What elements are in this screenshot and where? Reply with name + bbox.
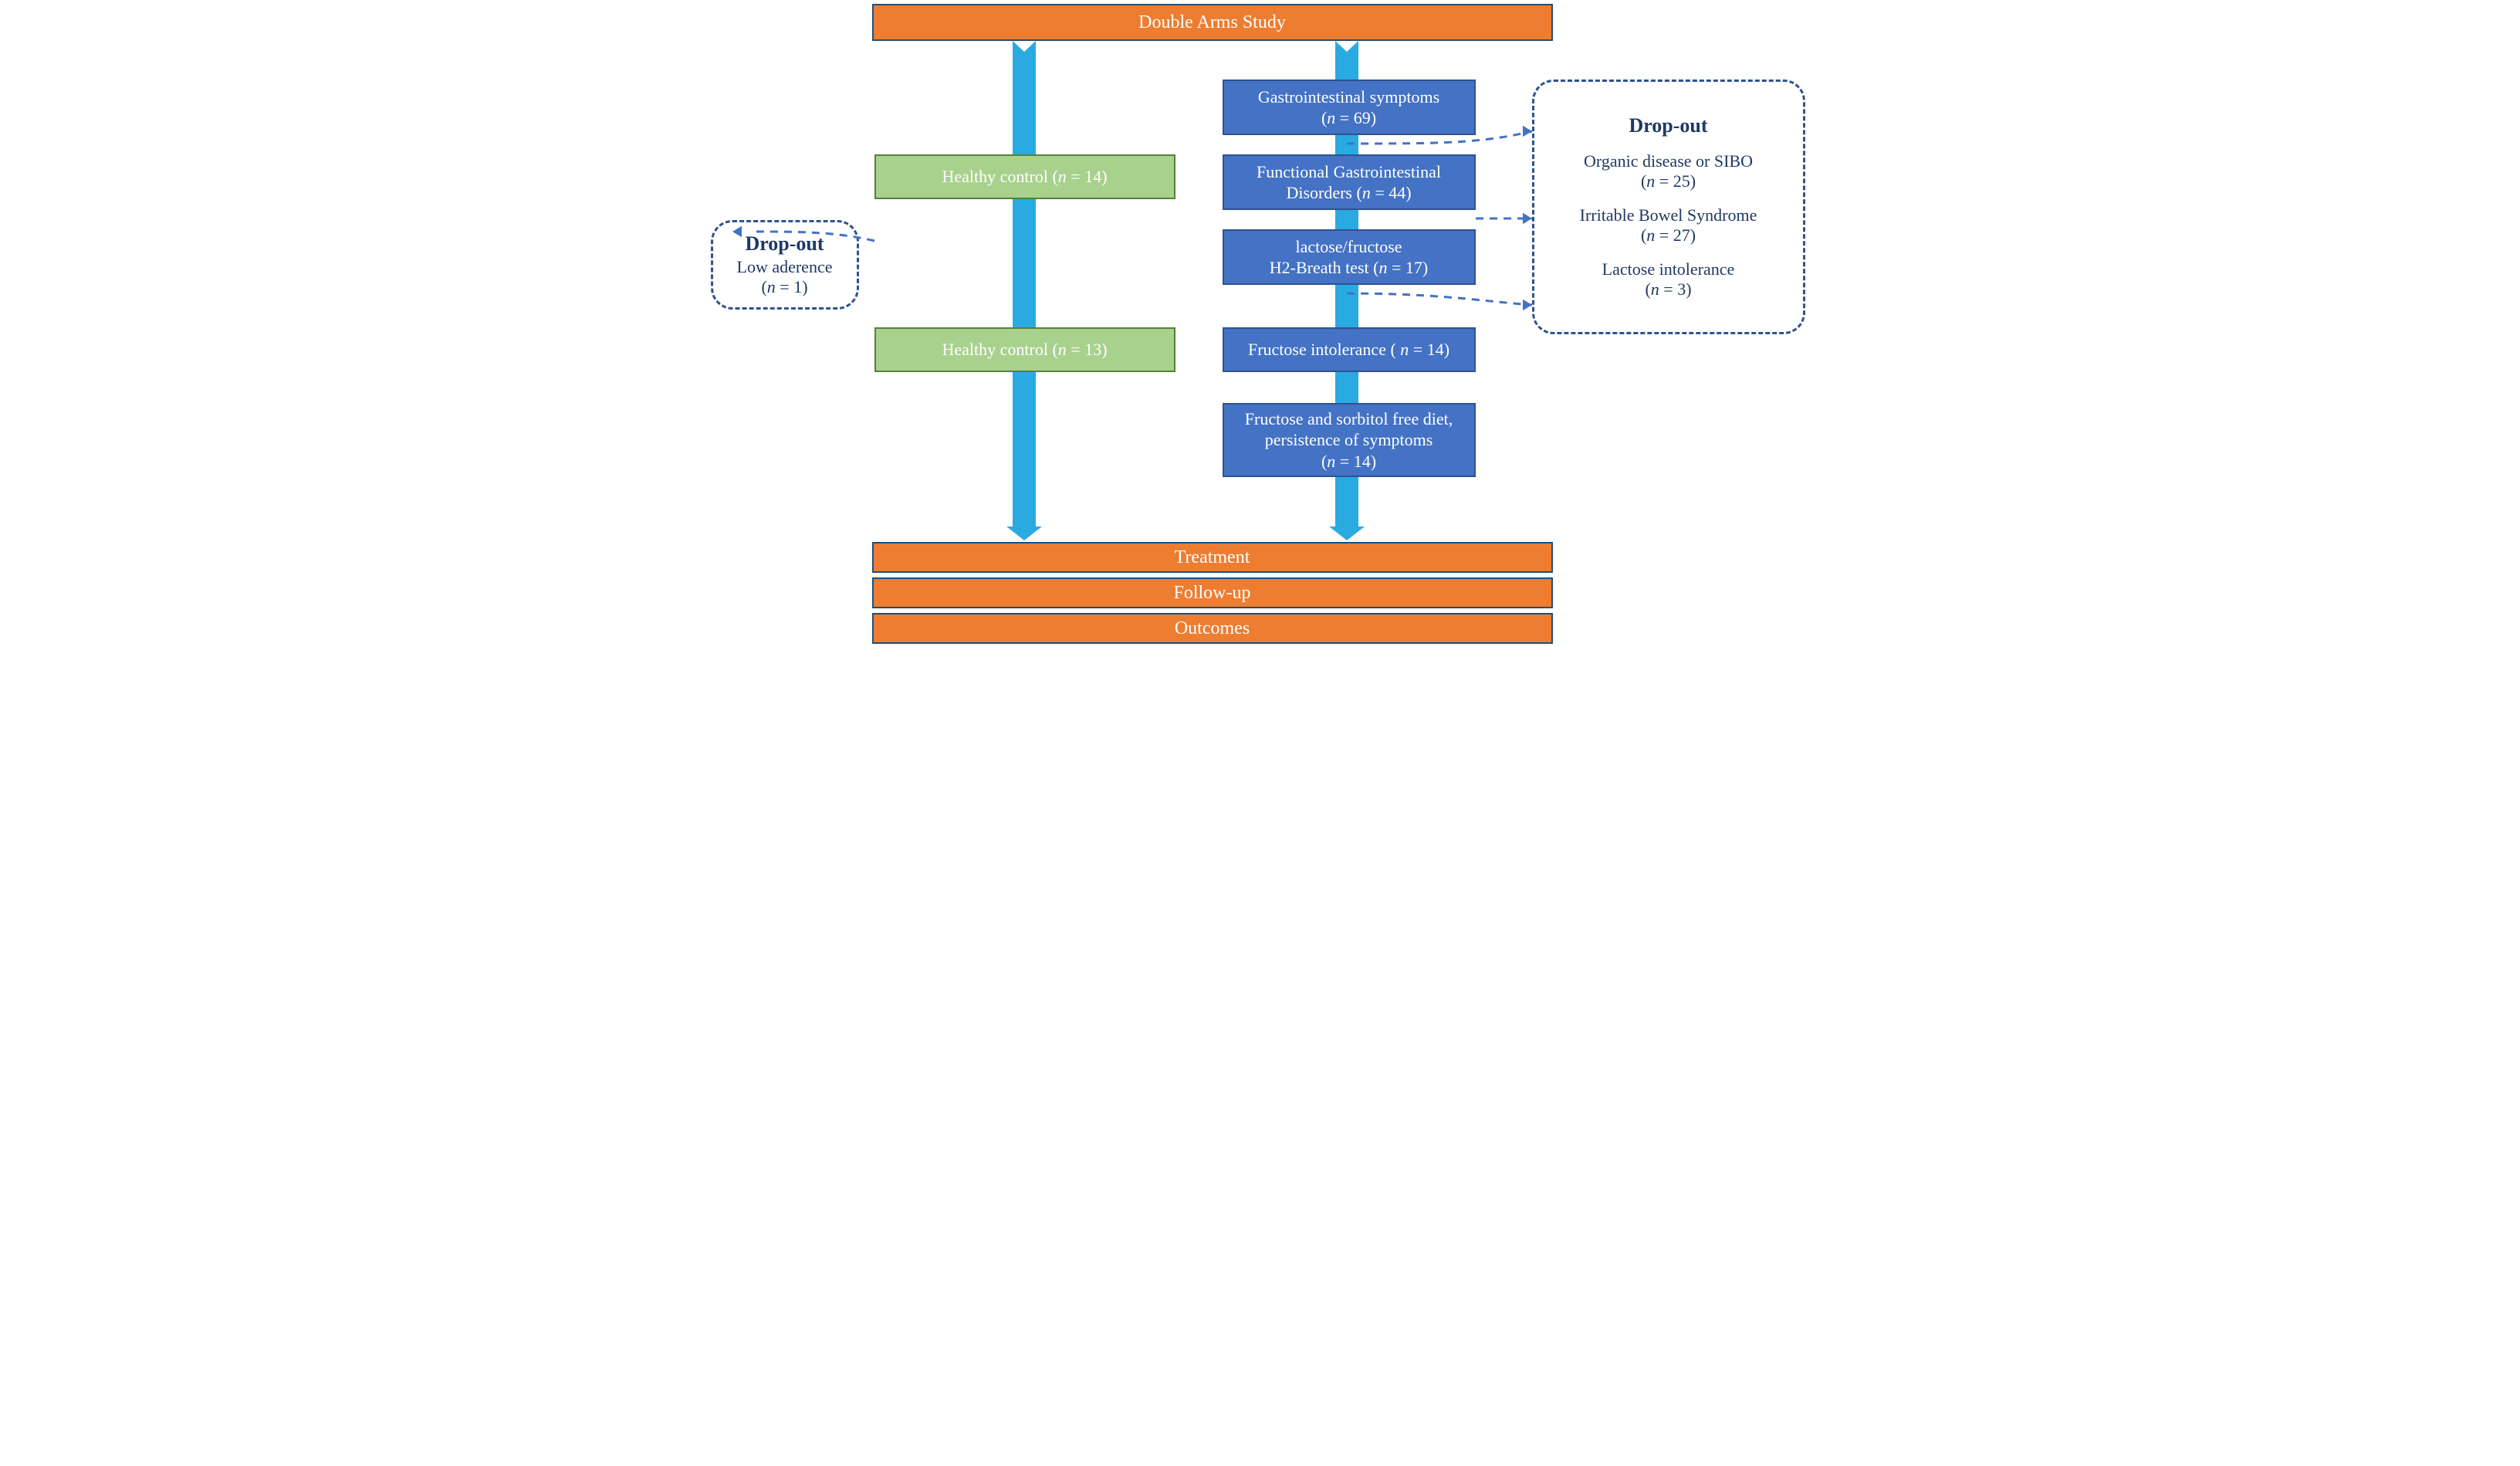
n-label: n [1400, 340, 1409, 359]
connector-arrowhead [1523, 300, 1532, 310]
right-arm-box: lactose/fructoseH2-Breath test (n = 17) [1223, 229, 1476, 285]
line1: Functional Gastrointestinal [1257, 161, 1441, 183]
connector-arrowhead [1523, 213, 1532, 224]
left-arm-label: Healthy control (n = 13) [942, 339, 1107, 361]
flowchart-canvas: Double Arms Study Healthy control (n = 14… [705, 0, 1816, 647]
dropout-item-n: (n = 27) [1580, 225, 1757, 245]
footer-box-followup: Follow-up [872, 577, 1553, 608]
footer-box-treatment: Treatment [872, 542, 1553, 573]
dropout-item: Low aderence(n = 1) [737, 257, 833, 297]
dropout-item: Lactose intolerance(n = 3) [1602, 259, 1735, 300]
line2: persistence of symptoms [1265, 429, 1433, 451]
line3: (n = 14) [1321, 451, 1376, 472]
header-label: Double Arms Study [1138, 11, 1286, 34]
dropout-item-n: (n = 1) [737, 277, 833, 297]
right-arm-label: Fructose intolerance ( n = 14) [1248, 339, 1449, 361]
dropout-item-n: (n = 25) [1584, 171, 1753, 191]
connector-c-r3 [1347, 293, 1532, 305]
left-arm-box: Healthy control (n = 13) [874, 327, 1175, 372]
right-arm-box: Fructose intolerance ( n = 14) [1223, 327, 1476, 372]
right-arm-box: Functional GastrointestinalDisorders (n … [1223, 154, 1476, 210]
header-box: Double Arms Study [872, 4, 1553, 41]
n-label: n [1379, 258, 1388, 277]
connector-arrowhead [1523, 126, 1532, 137]
dropout-box-right: Drop-out Organic disease or SIBO(n = 25) I… [1532, 80, 1805, 334]
n-label: n [1327, 452, 1335, 471]
footer-label: Outcomes [1175, 617, 1250, 640]
line1: Fructose and sorbitol free diet, [1245, 408, 1453, 430]
line3: (n = 69) [1321, 107, 1376, 129]
n-label: n [1646, 225, 1655, 245]
footer-label: Follow-up [1173, 581, 1250, 604]
dropout-item-text: Lactose intolerance [1602, 259, 1735, 279]
line1: lactose/fructose [1295, 236, 1402, 258]
dropout-item-n: (n = 3) [1602, 279, 1735, 300]
dropout-item: Organic disease or SIBO(n = 25) [1584, 151, 1753, 191]
dropout-item-text: Irritable Bowel Syndrome [1580, 205, 1757, 225]
n-label: n [1058, 167, 1067, 186]
n-label: n [1327, 108, 1335, 127]
left-arm-label: Healthy control (n = 14) [942, 166, 1107, 188]
n-label: n [767, 277, 776, 296]
n-label: n [1362, 183, 1371, 202]
dropout-item: Irritable Bowel Syndrome(n = 27) [1580, 205, 1757, 245]
dropout-item-text: Organic disease or SIBO [1584, 151, 1753, 171]
footer-box-outcomes: Outcomes [872, 613, 1553, 644]
line2: Disorders (n = 44) [1286, 182, 1411, 204]
n-label: n [1058, 340, 1067, 359]
dropout-item-text: Low aderence [737, 257, 833, 277]
right-arm-box: Gastrointestinal symptoms(n = 69) [1223, 80, 1476, 135]
dropout-title: Drop-out [1629, 114, 1707, 137]
left-arm-box: Healthy control (n = 14) [874, 154, 1175, 199]
n-label: n [1651, 279, 1659, 299]
dropout-box-left: Drop-outLow aderence(n = 1) [711, 220, 859, 310]
dropout-title: Drop-out [745, 232, 824, 256]
line2: H2-Breath test (n = 17) [1270, 257, 1428, 279]
footer-label: Treatment [1175, 546, 1250, 569]
right-arm-box: Fructose and sorbitol free diet,persiste… [1223, 403, 1476, 477]
line1: Gastrointestinal symptoms [1258, 86, 1439, 108]
n-label: n [1646, 171, 1655, 191]
